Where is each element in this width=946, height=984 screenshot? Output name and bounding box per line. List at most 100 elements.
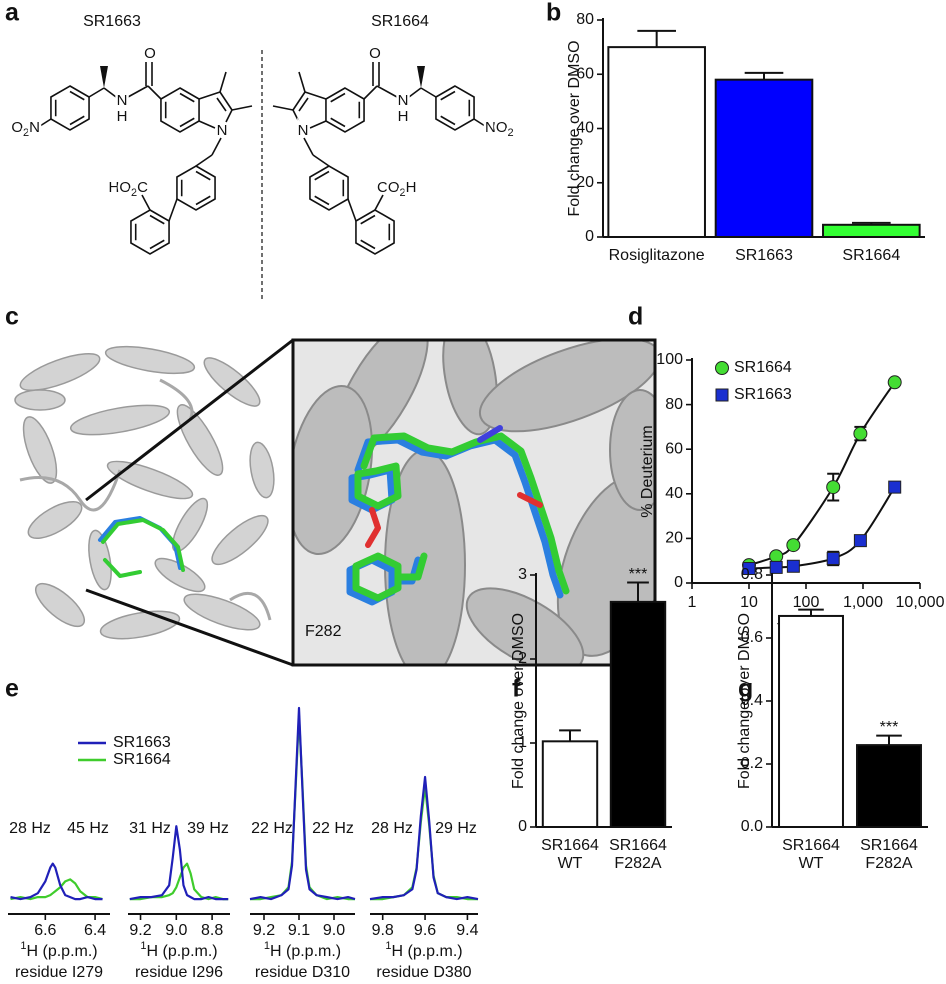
protein-helix (19, 352, 101, 392)
point (853, 534, 867, 548)
bar (714, 78, 814, 238)
x-tick-label-line: F282A (614, 855, 661, 872)
ligand (103, 558, 142, 578)
ligand-stick (517, 492, 543, 508)
atom-label: N (117, 92, 128, 109)
protein-helix (211, 514, 269, 566)
spectrum (249, 706, 356, 901)
x-tick-label: 9.8 (372, 922, 394, 939)
y-tick-label: 20 (665, 530, 683, 547)
point (853, 426, 868, 441)
x-tick-label: SR1664 WT (782, 837, 840, 872)
bond (219, 71, 227, 93)
formula-part: 2 (131, 187, 137, 199)
bond (198, 120, 216, 129)
structure (272, 62, 486, 255)
panel-label: f (512, 675, 521, 703)
atom-label: N (217, 122, 228, 139)
y-tick-label: 60 (576, 65, 594, 82)
y-tick-label: 2 (518, 650, 527, 667)
ring-bond (149, 239, 165, 250)
legend-label: SR1664 (734, 359, 792, 376)
protein-helix (478, 340, 655, 433)
bond (211, 137, 222, 156)
y-tick-label: 100 (656, 351, 683, 368)
point (742, 562, 756, 576)
protein-helix (27, 501, 83, 539)
bond (347, 198, 357, 222)
y-tick-label: 40 (576, 120, 594, 137)
point (769, 549, 784, 564)
ring (160, 87, 200, 133)
bond (292, 91, 306, 111)
bond (298, 71, 306, 93)
ring (325, 87, 365, 133)
formula-part: H (117, 108, 128, 125)
point (769, 560, 783, 574)
x-axis-label: 1H (p.p.m.) (264, 940, 341, 960)
x-axis-label-part: H (p.p.m.) (27, 943, 98, 960)
point (826, 551, 840, 565)
x-tick-label: 9.6 (414, 922, 436, 939)
bond (39, 118, 52, 127)
y-tick-label: 0.2 (741, 755, 763, 772)
formula-part: N (217, 122, 228, 139)
ligand (101, 518, 185, 572)
protein-loop (19, 469, 122, 512)
bond (304, 91, 327, 100)
formula-part: N (398, 92, 409, 109)
atom-label: NO2 (485, 119, 514, 139)
formula-part: N (298, 122, 309, 139)
formula-part: C (377, 179, 388, 196)
ring-bond (179, 92, 195, 103)
ring (309, 165, 349, 211)
ring-bond (69, 90, 85, 101)
residue-label: F282 (305, 623, 342, 640)
formula-part: N (117, 92, 128, 109)
bond (195, 154, 213, 167)
atom-label: N (298, 122, 309, 139)
x-tick-label: SR1664 F282A (860, 837, 918, 872)
formula-part: 2 (23, 127, 29, 139)
residue-label: residue I279 (15, 964, 103, 981)
panel-label: d (628, 303, 643, 331)
ligand-stick (352, 552, 402, 602)
bond (309, 120, 327, 129)
y-tick-label: 0.6 (741, 629, 763, 646)
ligand-stick (360, 432, 570, 595)
zoom-line (85, 588, 294, 667)
linewidth-label: 22 Hz (312, 820, 354, 837)
legend-marker (715, 388, 729, 402)
bond (141, 194, 151, 211)
spectrum (370, 785, 478, 901)
bond (231, 105, 253, 111)
atom-label: O (144, 45, 156, 62)
atom-label: CO2H (377, 179, 416, 199)
point (786, 559, 800, 573)
x-axis-label: 1H (p.p.m.) (140, 940, 217, 960)
x-axis-label-part: 1 (385, 940, 391, 952)
ring (435, 85, 475, 131)
formula-part: 2 (400, 187, 406, 199)
x-tick-label: SR1664 F282A (609, 837, 667, 872)
x-tick-label: 1 (688, 594, 697, 611)
ring-bond (179, 117, 195, 128)
bond (303, 137, 314, 156)
point (826, 480, 841, 495)
protein-loop (159, 378, 194, 421)
ligand-stick (477, 425, 503, 443)
x-tick-label: 9.0 (323, 922, 345, 939)
formula-part: N (29, 119, 40, 136)
bond (408, 87, 422, 98)
spectrum (129, 862, 229, 901)
protein-helix (183, 593, 261, 631)
x-axis-label-part: 1 (20, 940, 26, 952)
bond (376, 85, 398, 98)
formula-part: O (369, 45, 381, 62)
bar (607, 46, 706, 238)
x-tick-label: 9.0 (165, 922, 187, 939)
molecule-name: SR1663 (83, 13, 141, 30)
bond (420, 87, 437, 98)
atom-label: O (369, 45, 381, 62)
